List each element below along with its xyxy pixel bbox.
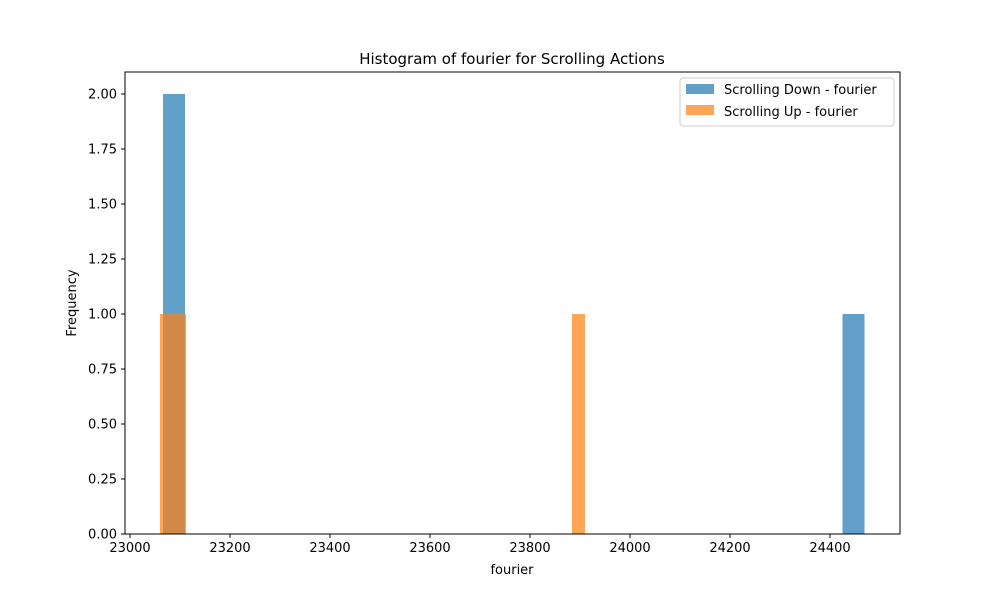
x-tick-label: 23400 (309, 541, 350, 556)
x-tick-label: 23800 (509, 541, 550, 556)
y-tick-label: 0.75 (88, 363, 117, 378)
legend-swatch-scrolling-down (686, 84, 714, 94)
bars-group (160, 94, 865, 534)
y-tick-label: 1.25 (88, 253, 117, 268)
x-axis-ticks: 23000 23200 23400 23600 23800 24000 24200 24400 (109, 534, 851, 556)
x-tick-label: 24400 (809, 541, 850, 556)
y-tick-label: 2.00 (88, 88, 117, 103)
x-tick-label: 23000 (109, 541, 150, 556)
bar-series1-bin0 (160, 314, 186, 534)
x-tick-label: 24200 (709, 541, 750, 556)
y-tick-label: 0.00 (88, 528, 117, 543)
y-tick-label: 1.50 (88, 198, 117, 213)
bar-series0-bin1 (842, 314, 865, 534)
legend-label-scrolling-up: Scrolling Up - fourier (724, 105, 858, 120)
plot-frame (124, 71, 901, 535)
x-tick-label: 24000 (609, 541, 650, 556)
x-axis-label: fourier (490, 563, 534, 578)
legend-label-scrolling-down: Scrolling Down - fourier (724, 83, 877, 98)
x-tick-label: 23600 (409, 541, 450, 556)
x-tick-label: 23200 (209, 541, 250, 556)
legend-box (679, 77, 895, 127)
y-tick-label: 0.25 (88, 473, 117, 488)
y-tick-label: 1.75 (88, 143, 117, 158)
chart-title: Histogram of fourier for Scrolling Actio… (359, 50, 665, 68)
y-axis-label: Frequency (65, 269, 80, 336)
y-tick-label: 0.50 (88, 418, 117, 433)
legend-swatch-scrolling-up (686, 105, 714, 115)
y-axis-ticks: 0.00 0.25 0.50 0.75 1.00 1.25 1.50 1.75 2.00 (88, 88, 125, 543)
y-tick-label: 1.00 (88, 308, 117, 323)
legend: Scrolling Down - fourier Scrolling Up - … (679, 77, 895, 127)
bar-series1-bin1 (572, 314, 585, 534)
